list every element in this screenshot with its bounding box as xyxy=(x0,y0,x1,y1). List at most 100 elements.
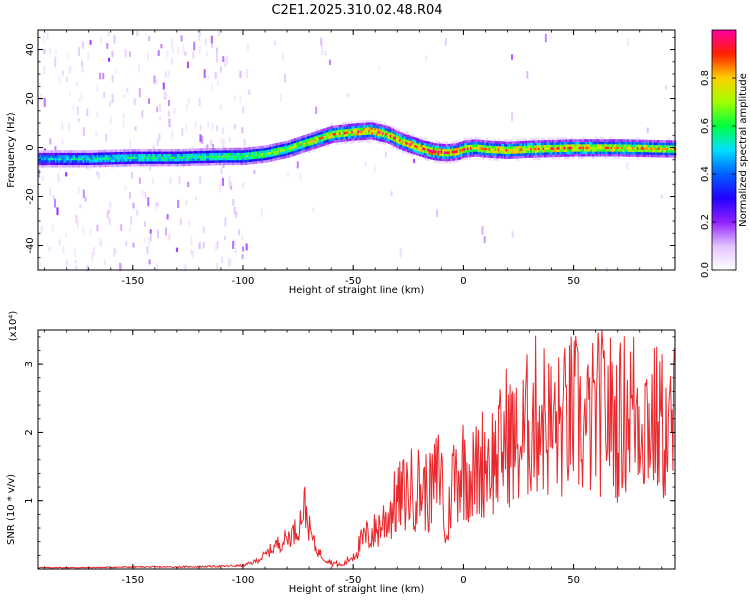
heatmap-cell xyxy=(61,162,64,166)
heatmap-cell xyxy=(499,151,502,154)
heatmap-cell xyxy=(482,152,485,155)
heatmap-cell xyxy=(146,246,149,255)
heatmap-cell xyxy=(553,139,556,143)
heatmap-cell xyxy=(448,160,452,164)
heatmap-cell xyxy=(366,134,370,138)
heatmap-cell xyxy=(536,147,539,151)
heatmap-cell xyxy=(107,157,111,160)
heatmap-cell xyxy=(75,265,78,270)
heatmap-cell xyxy=(335,139,339,143)
heatmap-cell xyxy=(602,146,606,150)
heatmap-cell xyxy=(207,162,211,166)
heatmap-cell xyxy=(78,160,81,163)
heatmap-cell xyxy=(365,137,368,140)
heatmap-cell xyxy=(141,161,144,164)
heatmap-cell xyxy=(365,139,368,143)
heatmap-cell xyxy=(146,149,149,152)
heatmap-cell xyxy=(172,158,175,162)
heatmap-cell xyxy=(584,153,587,157)
heatmap-cell xyxy=(559,139,563,143)
heatmap-cell xyxy=(241,127,244,134)
heatmap-cell xyxy=(298,148,302,152)
heatmap-cell xyxy=(96,224,99,232)
heatmap-cell xyxy=(109,116,112,125)
heatmap-cell xyxy=(465,140,468,143)
heatmap-cell xyxy=(499,146,502,149)
heatmap-cell xyxy=(579,144,583,147)
heatmap-cell xyxy=(669,142,672,146)
y-scale-factor: (x10⁴) xyxy=(8,311,19,342)
heatmap-cell xyxy=(556,144,560,148)
heatmap-cell xyxy=(423,145,427,148)
heatmap-cell xyxy=(274,145,277,149)
heatmap-cell xyxy=(590,139,593,142)
heatmap-cell xyxy=(604,141,607,145)
heatmap-cell xyxy=(284,143,288,146)
heatmap-cell xyxy=(604,149,607,152)
heatmap-cell xyxy=(548,137,552,141)
heatmap-cell xyxy=(338,134,342,138)
heatmap-cell xyxy=(599,153,603,157)
heatmap-cell xyxy=(405,146,408,150)
heatmap-cell xyxy=(235,150,239,153)
heatmap-cell xyxy=(559,144,563,148)
heatmap-cell xyxy=(525,145,529,149)
heatmap-cell xyxy=(621,153,624,157)
heatmap-cell xyxy=(304,149,308,152)
y-tick-label-top: -40 xyxy=(25,237,36,253)
heatmap-cell xyxy=(227,157,231,161)
heatmap-cell xyxy=(108,57,111,62)
heatmap-cell xyxy=(465,157,468,160)
heatmap-cell xyxy=(157,50,160,57)
heatmap-cell xyxy=(388,141,391,144)
heatmap-cell xyxy=(503,156,507,159)
heatmap-cell xyxy=(417,145,421,149)
x-axis-label-top: Height of straight line (km) xyxy=(289,285,425,296)
heatmap-cell xyxy=(308,133,311,137)
heatmap-cell xyxy=(422,152,425,155)
heatmap-cell xyxy=(366,122,370,125)
heatmap-cell xyxy=(604,144,607,147)
heatmap-cell xyxy=(608,146,612,150)
heatmap-cell xyxy=(146,156,149,159)
heatmap-cell xyxy=(636,156,640,160)
heatmap-cell xyxy=(619,141,623,145)
heatmap-cell xyxy=(214,71,217,80)
heatmap-cell xyxy=(93,150,97,153)
heatmap-cell xyxy=(321,141,325,144)
heatmap-cell xyxy=(54,150,58,153)
heatmap-cell xyxy=(340,124,344,128)
heatmap-cell xyxy=(130,171,133,179)
heatmap-cell xyxy=(221,147,225,151)
heatmap-cell xyxy=(551,156,555,160)
heatmap-cell xyxy=(411,134,414,137)
heatmap-cell xyxy=(550,142,553,145)
heatmap-cell xyxy=(190,160,194,164)
heatmap-cell xyxy=(590,144,593,147)
heatmap-cell xyxy=(230,150,234,153)
heatmap-cell xyxy=(315,138,319,141)
heatmap-cell xyxy=(38,164,41,168)
heatmap-cell xyxy=(243,152,246,156)
heatmap-cell xyxy=(185,124,188,132)
heatmap-cell xyxy=(456,152,459,156)
heatmap-cell xyxy=(198,97,201,107)
heatmap-cell xyxy=(211,83,214,90)
heatmap-cell xyxy=(442,143,445,147)
heatmap-cell xyxy=(644,142,647,145)
heatmap-cell xyxy=(417,141,421,144)
heatmap-cell xyxy=(218,152,222,156)
heatmap-cell xyxy=(298,151,302,154)
heatmap-cell xyxy=(507,153,510,157)
heatmap-cell xyxy=(335,127,339,131)
heatmap-cell xyxy=(645,147,649,150)
heatmap-cell xyxy=(221,162,225,166)
heatmap-cell xyxy=(141,110,144,118)
heatmap-cell xyxy=(547,144,550,148)
heatmap-cell xyxy=(533,155,536,158)
heatmap-cell xyxy=(306,146,310,149)
heatmap-cell xyxy=(65,259,68,267)
heatmap-cell xyxy=(360,127,364,131)
heatmap-cell xyxy=(218,155,222,158)
heatmap-cell xyxy=(439,150,442,154)
